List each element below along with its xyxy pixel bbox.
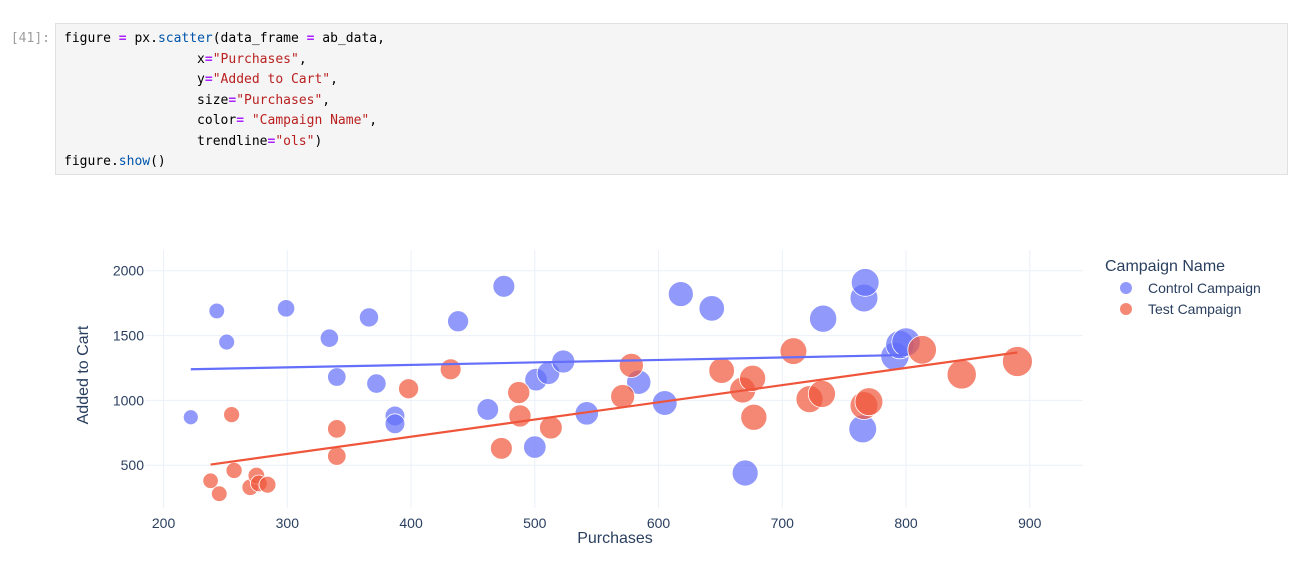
x-tick-label: 700 bbox=[771, 515, 795, 531]
data-point[interactable] bbox=[398, 378, 420, 400]
data-point[interactable] bbox=[507, 381, 531, 405]
series-control bbox=[182, 268, 921, 487]
x-tick-label: 900 bbox=[1018, 515, 1042, 531]
y-tick-label: 1000 bbox=[113, 392, 144, 408]
data-point[interactable] bbox=[523, 435, 547, 459]
scatter-plot[interactable]: 200 300 400 500 600 700 800 900 500 1000 1500 2000… bbox=[0, 200, 1297, 574]
trendlines bbox=[190, 351, 1018, 466]
legend-title: Campaign Name bbox=[1105, 258, 1225, 275]
data-point[interactable] bbox=[610, 384, 636, 409]
code-line: trendline="ols") bbox=[64, 133, 323, 149]
code-line: size="Purchases", bbox=[64, 92, 331, 108]
data-point[interactable] bbox=[218, 333, 236, 351]
data-point[interactable] bbox=[327, 446, 347, 466]
data-point[interactable] bbox=[618, 352, 644, 378]
x-axis-ticks: 200 300 400 500 600 700 800 900 bbox=[152, 515, 1042, 531]
data-point[interactable] bbox=[1002, 346, 1033, 377]
data-point[interactable] bbox=[384, 413, 406, 435]
x-tick-label: 800 bbox=[894, 515, 918, 531]
code-cell[interactable]: figure = px.scatter(data_frame = ab_data… bbox=[55, 23, 1288, 175]
code-line: x="Purchases", bbox=[64, 51, 307, 67]
data-point[interactable] bbox=[539, 415, 563, 440]
x-tick-label: 600 bbox=[647, 515, 671, 531]
data-point[interactable] bbox=[208, 302, 226, 320]
x-tick-label: 400 bbox=[399, 515, 423, 531]
data-point[interactable] bbox=[907, 335, 937, 365]
data-point[interactable] bbox=[708, 357, 735, 384]
cell-prompt: [41]: bbox=[10, 31, 50, 46]
code-line: color= "Campaign Name", bbox=[64, 113, 378, 128]
data-point[interactable] bbox=[779, 337, 808, 365]
data-point[interactable] bbox=[258, 475, 277, 494]
code-line: figure.show() bbox=[64, 154, 166, 169]
data-point[interactable] bbox=[807, 379, 836, 408]
data-point[interactable] bbox=[492, 274, 516, 298]
code-block[interactable]: figure = px.scatter(data_frame = ab_data… bbox=[64, 29, 385, 173]
legend-item-control[interactable]: Control Campaign bbox=[1120, 280, 1261, 296]
data-point[interactable] bbox=[946, 359, 977, 390]
data-point[interactable] bbox=[319, 328, 339, 348]
data-point[interactable] bbox=[439, 358, 462, 381]
data-point[interactable] bbox=[182, 409, 199, 426]
data-point[interactable] bbox=[809, 304, 838, 333]
legend-item-test[interactable]: Test Campaign bbox=[1120, 301, 1241, 317]
x-axis-title: Purchases bbox=[577, 530, 653, 547]
x-tick-label: 200 bbox=[152, 515, 176, 531]
data-point[interactable] bbox=[698, 295, 725, 322]
data-point[interactable] bbox=[276, 299, 296, 318]
y-tick-label: 500 bbox=[121, 457, 145, 473]
code-line: figure = px.scatter(data_frame = ab_data… bbox=[64, 31, 385, 46]
y-axis-title: Added to Cart bbox=[75, 325, 92, 424]
data-point[interactable] bbox=[202, 472, 219, 489]
x-tick-label: 500 bbox=[523, 515, 547, 531]
data-point[interactable] bbox=[490, 437, 513, 460]
data-point[interactable] bbox=[447, 310, 470, 333]
legend-marker-control bbox=[1120, 282, 1132, 294]
data-point[interactable] bbox=[739, 364, 767, 392]
trendline-control[interactable] bbox=[190, 353, 907, 371]
data-point[interactable] bbox=[225, 461, 243, 479]
data-point[interactable] bbox=[327, 367, 347, 387]
y-axis-ticks: 500 1000 1500 2000 bbox=[113, 263, 144, 473]
data-point[interactable] bbox=[476, 398, 499, 421]
data-point[interactable] bbox=[327, 419, 347, 439]
data-point[interactable] bbox=[854, 387, 884, 417]
code-line: y="Added to Cart", bbox=[64, 72, 338, 87]
y-tick-label: 2000 bbox=[113, 263, 144, 279]
plot-output[interactable]: 200 300 400 500 600 700 800 900 500 1000 1500 2000… bbox=[0, 200, 1297, 574]
data-point[interactable] bbox=[358, 307, 380, 328]
legend-marker-test bbox=[1120, 303, 1132, 315]
data-point[interactable] bbox=[223, 406, 241, 424]
data-point[interactable] bbox=[667, 281, 694, 307]
data-point[interactable] bbox=[731, 459, 759, 487]
data-point[interactable] bbox=[740, 403, 768, 431]
plot-area[interactable] bbox=[145, 250, 1083, 508]
legend[interactable]: Campaign Name Control Campaign Test Camp… bbox=[1105, 258, 1261, 317]
data-point[interactable] bbox=[366, 373, 387, 394]
data-point[interactable] bbox=[210, 485, 228, 503]
legend-label-test: Test Campaign bbox=[1148, 301, 1241, 317]
data-point[interactable] bbox=[850, 268, 880, 297]
y-tick-label: 1500 bbox=[113, 328, 144, 344]
trendline-test[interactable] bbox=[210, 351, 1018, 466]
legend-label-control: Control Campaign bbox=[1148, 280, 1261, 296]
x-tick-label: 300 bbox=[276, 515, 300, 531]
